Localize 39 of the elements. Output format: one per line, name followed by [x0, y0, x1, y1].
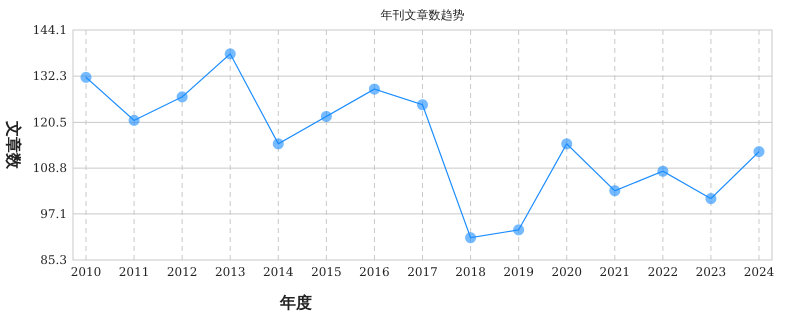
x-tick-label: 2023: [696, 265, 726, 279]
y-tick-label: 144.1: [32, 23, 67, 37]
x-tick-label: 2024: [744, 265, 775, 279]
point: [320, 110, 332, 122]
point: [80, 72, 92, 83]
x-tick-label: 2021: [600, 265, 630, 279]
x-tick-label: 2015: [311, 265, 342, 279]
point: [368, 84, 380, 95]
x-tick-label: 2013: [214, 265, 246, 279]
y-axis-title: 文章数: [4, 120, 23, 170]
x-tick-label: 2022: [648, 265, 678, 279]
x-tick-label: 2012: [166, 265, 198, 279]
x-tick-label: 2016: [359, 265, 390, 279]
y-tick-label: 120.5: [32, 115, 67, 130]
point: [128, 114, 140, 126]
chart-title: 年刊文章数趋势: [380, 8, 464, 22]
point: [705, 193, 716, 204]
y-tick-label: 108.8: [32, 161, 67, 176]
y-tick-label: 132.3: [32, 69, 67, 84]
point: [754, 146, 764, 158]
x-tick-label: 2014: [263, 265, 294, 279]
point: [224, 48, 236, 60]
x-tick-label: 2010: [70, 265, 102, 279]
y-tick-label: 85.3: [40, 253, 67, 267]
point: [657, 166, 668, 177]
point: [465, 232, 476, 244]
y-tick-label: 97.1: [40, 206, 67, 221]
point: [272, 138, 284, 150]
x-tick-label: 2018: [455, 265, 486, 279]
point: [176, 91, 188, 102]
point: [561, 138, 572, 150]
x-tick-label: 2011: [118, 265, 150, 279]
point: [609, 185, 620, 196]
point: [513, 224, 524, 236]
x-tick-label: 2019: [503, 265, 534, 279]
point: [417, 99, 428, 110]
x-tick-label: 2020: [551, 265, 582, 279]
x-tick-label: 2017: [407, 265, 438, 279]
x-axis-title: 年度: [279, 293, 312, 312]
